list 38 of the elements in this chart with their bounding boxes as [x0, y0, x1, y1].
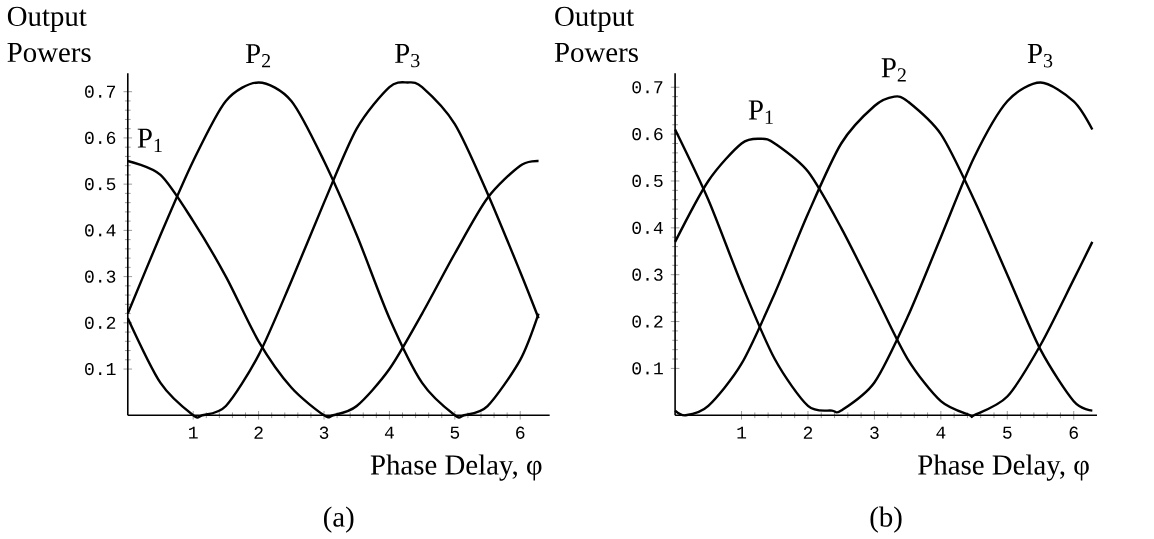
y-tick-label: 0.6 — [632, 127, 663, 141]
x-tick-label: 2 — [254, 426, 263, 439]
y-tick-label: 0.2 — [632, 315, 663, 328]
x-tick-label: 2 — [803, 426, 813, 439]
x-tick-label: 6 — [1069, 426, 1078, 439]
y-tick-label: 0.3 — [85, 270, 116, 283]
series-label: P$_{2}$ — [245, 43, 271, 68]
x-axis-title: Phase Delay, φ — [370, 454, 542, 481]
y-tick-label: 0.3 — [632, 268, 663, 281]
x-tick-label: 6 — [516, 426, 525, 439]
y-axis-title: Output Powers — [554, 6, 638, 62]
y-tick-label: 0.7 — [632, 80, 663, 94]
text: (a) — [323, 506, 354, 533]
y-tick-label: 0.7 — [85, 85, 116, 98]
x-tick-label: 4 — [936, 426, 946, 439]
series-label: P$_{3}$ — [1027, 43, 1053, 68]
series-label: P$_{2}$ — [881, 58, 906, 82]
y-tick-label: 0.5 — [85, 177, 116, 191]
y-tick-label: 0.6 — [85, 131, 116, 144]
y-tick-label: 0.4 — [85, 224, 116, 237]
x-tick-label: 5 — [450, 426, 460, 439]
series-label: P$_{1}$ — [748, 100, 773, 124]
x-tick-label: 3 — [870, 426, 879, 439]
x-tick-label: 1 — [737, 426, 747, 439]
x-tick-label: 1 — [189, 426, 198, 439]
y-tick-label: 0.5 — [632, 174, 663, 187]
x-axis-title: Phase Delay, φ — [918, 454, 1089, 481]
series-label: P$_{1}$ — [137, 128, 162, 152]
x-tick-label: 5 — [1003, 426, 1012, 439]
y-tick-label: 0.2 — [85, 316, 116, 329]
x-tick-label: 4 — [384, 426, 394, 439]
y-tick-label: 0.1 — [632, 362, 663, 375]
y-tick-label: 0.4 — [632, 221, 663, 234]
series-label: P$_{3}$ — [395, 43, 420, 68]
text: (b) — [870, 506, 902, 533]
x-tick-label: 3 — [319, 426, 329, 439]
y-axis-title: Output Powers — [7, 6, 91, 62]
y-tick-label: 0.1 — [85, 362, 116, 376]
